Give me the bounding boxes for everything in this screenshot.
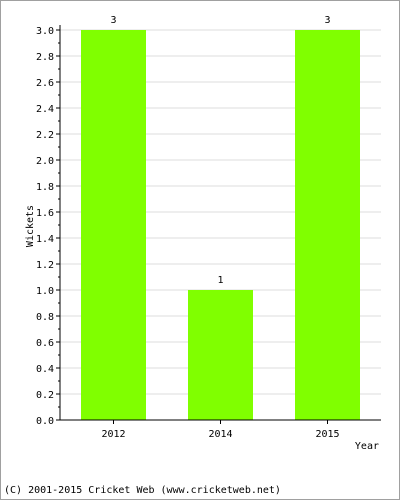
y-tick-label: 2.6 — [36, 78, 54, 89]
data-label-2015: 3 — [324, 15, 330, 26]
x-tick-labels: 2012 2014 2015 — [101, 429, 339, 440]
y-tick-label: 1.6 — [36, 208, 54, 219]
x-axis-title: Year — [355, 441, 379, 452]
bar-2015 — [295, 30, 360, 420]
y-tick-label: 3.0 — [36, 26, 54, 37]
bar-2012 — [81, 30, 146, 420]
y-tick-label: 1.4 — [36, 234, 54, 245]
bars — [81, 30, 360, 420]
y-tick-label: 2.4 — [36, 104, 54, 115]
y-tick-label: 0.4 — [36, 364, 54, 375]
y-tick-label: 2.2 — [36, 130, 54, 141]
y-tick-label: 1.0 — [36, 286, 54, 297]
x-tick-label-2015: 2015 — [315, 429, 339, 440]
data-label-2012: 3 — [110, 15, 116, 26]
y-tick-label: 0.0 — [36, 416, 54, 427]
axes — [56, 25, 381, 424]
data-labels: 3 1 3 — [110, 15, 330, 286]
x-tick-label-2014: 2014 — [208, 429, 232, 440]
bar-2014 — [188, 290, 253, 420]
y-tick-label: 2.8 — [36, 52, 54, 63]
y-tick-label: 0.8 — [36, 312, 54, 323]
y-tick-label: 2.0 — [36, 156, 54, 167]
y-tick-label: 1.8 — [36, 182, 54, 193]
y-tick-label: 1.2 — [36, 260, 54, 271]
y-tick-labels: 0.0 0.2 0.4 0.6 0.8 1.0 1.2 1.4 1.6 1.8 2.0 2.2 2.4 2… — [36, 26, 54, 427]
copyright-text: (C) 2001-2015 Cricket Web (www.cricketwe… — [4, 485, 281, 496]
y-tick-label: 0.6 — [36, 338, 54, 349]
x-tick-label-2012: 2012 — [101, 429, 125, 440]
y-axis-title: Wickets — [25, 205, 36, 247]
y-tick-label: 0.2 — [36, 390, 54, 401]
data-label-2014: 1 — [217, 275, 223, 286]
